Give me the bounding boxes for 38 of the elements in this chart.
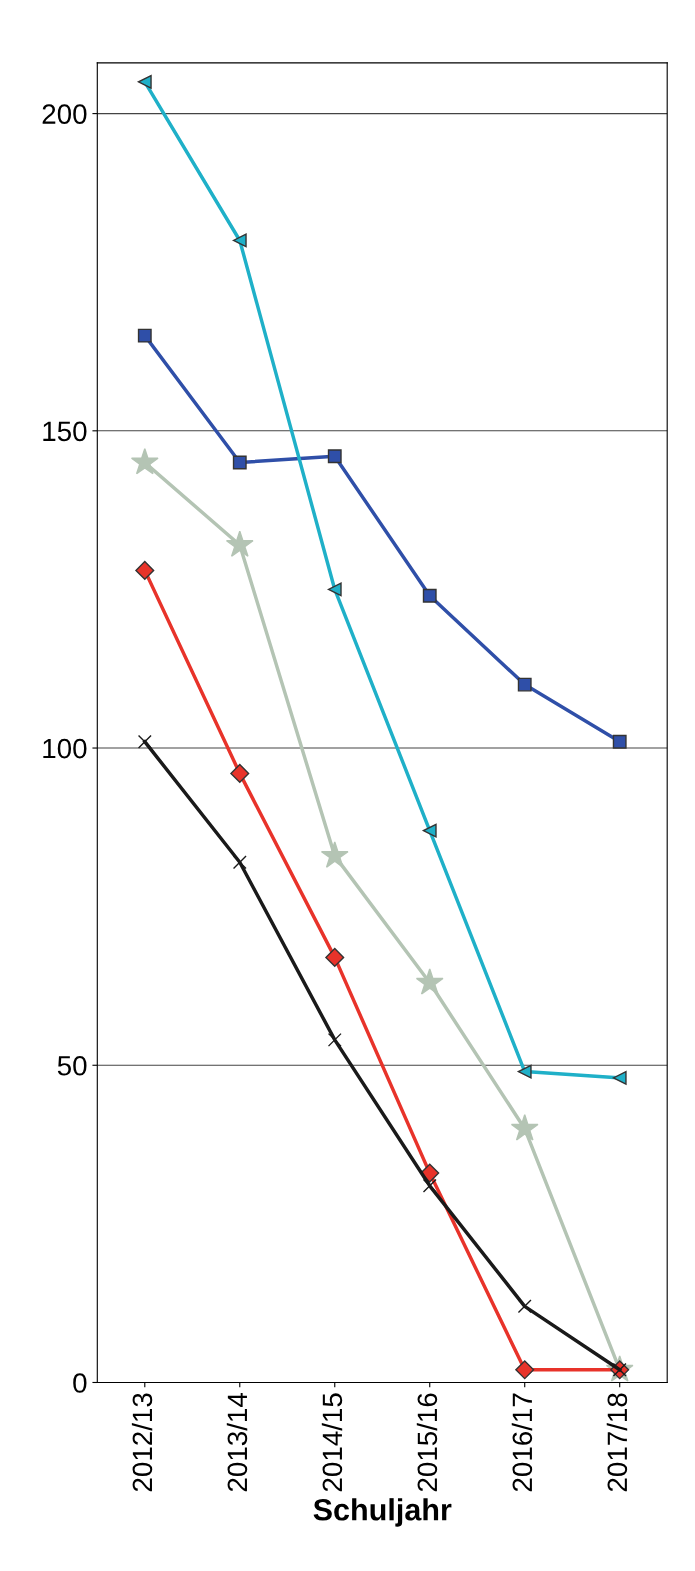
point [137,734,152,749]
point [232,455,247,470]
y-tick-label: 0 [73,1373,87,1393]
x-tick-label: 2013/14 [226,1393,248,1492]
x-tick-label: 2017/18 [606,1393,628,1492]
point [137,74,152,89]
point [225,530,254,557]
x-tick-label: 2015/16 [416,1393,438,1492]
point [232,855,247,870]
point [415,968,444,995]
x-axis-title: Schuljahr [313,1498,452,1527]
point [325,947,345,967]
y-tick-label: 50 [57,1055,87,1076]
point [320,841,349,868]
point [327,582,342,597]
point [422,588,437,603]
point [230,763,250,783]
point [517,1299,532,1314]
y-tick-label: 150 [43,421,87,442]
point [130,447,159,475]
x-tick-label: 2016/17 [511,1393,533,1492]
point [327,449,342,464]
point [517,1064,532,1079]
x-tick-label: 2014/15 [321,1393,343,1492]
point [422,823,437,838]
x-tick-label: 2012/13 [131,1393,153,1492]
point [612,734,627,749]
point [422,1178,437,1193]
point [135,560,155,580]
point [137,328,152,343]
point [327,1032,342,1047]
point [517,677,532,692]
point [232,233,247,248]
point [515,1360,535,1380]
y-tick-label: 200 [42,104,87,124]
point [510,1114,539,1141]
y-tick-label: 100 [43,738,87,759]
point [612,1071,627,1085]
